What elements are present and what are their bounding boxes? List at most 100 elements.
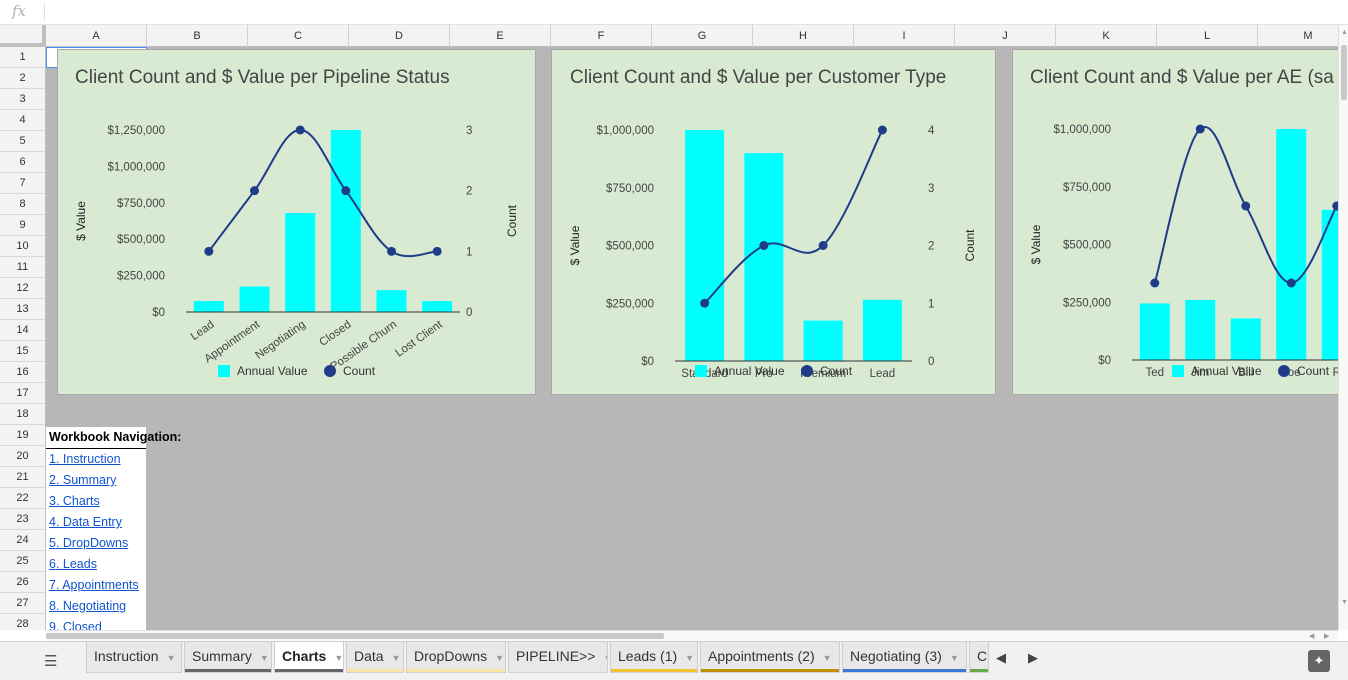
chart-ae[interactable]: Client Count and $ Value per AE (sa $0 $25… bbox=[1012, 49, 1338, 395]
column-header-j[interactable]: J bbox=[955, 25, 1056, 47]
bar-annual-value[interactable] bbox=[422, 301, 453, 312]
row-header-3[interactable]: 3 bbox=[0, 89, 45, 110]
nav-link[interactable]: 5. DropDowns bbox=[49, 536, 129, 550]
column-header-c[interactable]: C bbox=[248, 25, 349, 47]
count-point[interactable] bbox=[204, 246, 214, 256]
count-point[interactable] bbox=[1332, 201, 1338, 211]
tab-menu-caret-icon[interactable]: ▼ bbox=[391, 653, 401, 663]
nav-link[interactable]: 3. Charts bbox=[49, 494, 100, 508]
row-header-18[interactable]: 18 bbox=[0, 404, 45, 425]
count-point[interactable] bbox=[759, 241, 769, 250]
select-all-corner[interactable] bbox=[0, 25, 46, 47]
row-header-23[interactable]: 23 bbox=[0, 509, 45, 530]
sheet-tab[interactable]: Data ▼ bbox=[346, 642, 404, 673]
bar-annual-value[interactable] bbox=[1230, 318, 1261, 360]
column-header-i[interactable]: I bbox=[854, 25, 955, 47]
count-point[interactable] bbox=[1286, 278, 1296, 288]
bar-annual-value[interactable] bbox=[803, 320, 843, 361]
chart-customer-type[interactable]: Client Count and $ Value per Customer Ty… bbox=[551, 49, 996, 395]
row-header-22[interactable]: 22 bbox=[0, 488, 45, 509]
tab-menu-caret-icon[interactable]: ▼ bbox=[949, 653, 959, 663]
bar-annual-value[interactable] bbox=[685, 130, 725, 361]
row-header-13[interactable]: 13 bbox=[0, 299, 45, 320]
row-header-4[interactable]: 4 bbox=[0, 110, 45, 131]
sheet-tab[interactable]: DropDowns ▼ bbox=[406, 642, 506, 673]
column-header-l[interactable]: L bbox=[1157, 25, 1258, 47]
row-header-21[interactable]: 21 bbox=[0, 467, 45, 488]
vertical-scrollbar[interactable]: ▲ ▼ bbox=[1338, 25, 1348, 630]
sheet-tab[interactable]: Charts ▼ bbox=[274, 642, 344, 673]
sheet-tab[interactable]: PIPELINE>> ▼ bbox=[508, 642, 608, 673]
column-header-b[interactable]: B bbox=[147, 25, 248, 47]
tab-menu-caret-icon[interactable]: ▼ bbox=[166, 653, 176, 663]
bar-annual-value[interactable] bbox=[330, 130, 361, 312]
count-point[interactable] bbox=[1150, 278, 1160, 288]
row-header-25[interactable]: 25 bbox=[0, 551, 45, 572]
row-header-5[interactable]: 5 bbox=[0, 131, 45, 152]
tab-menu-caret-icon[interactable]: ▼ bbox=[334, 653, 344, 663]
count-point[interactable] bbox=[250, 186, 259, 196]
explore-icon[interactable]: ✦ bbox=[1308, 650, 1330, 672]
count-point[interactable] bbox=[341, 186, 351, 196]
tab-menu-caret-icon[interactable]: ▼ bbox=[603, 653, 607, 663]
tab-menu-caret-icon[interactable]: ▼ bbox=[259, 653, 269, 663]
column-header-k[interactable]: K bbox=[1056, 25, 1157, 47]
tab-scroll-left-icon[interactable]: ◀ bbox=[996, 650, 1006, 665]
row-header-15[interactable]: 15 bbox=[0, 341, 45, 362]
row-header-9[interactable]: 9 bbox=[0, 215, 45, 236]
bar-annual-value[interactable] bbox=[193, 301, 224, 312]
row-header-10[interactable]: 10 bbox=[0, 236, 45, 257]
bar-annual-value[interactable] bbox=[862, 299, 902, 361]
tab-scroll-right-icon[interactable]: ▶ bbox=[1028, 650, 1038, 665]
column-header-h[interactable]: H bbox=[753, 25, 854, 47]
bar-annual-value[interactable] bbox=[744, 153, 784, 361]
row-header-20[interactable]: 20 bbox=[0, 446, 45, 467]
row-header-19[interactable]: 19 bbox=[0, 425, 45, 446]
row-header-8[interactable]: 8 bbox=[0, 194, 45, 215]
column-header-d[interactable]: D bbox=[349, 25, 450, 47]
column-header-g[interactable]: G bbox=[652, 25, 753, 47]
bar-annual-value[interactable] bbox=[1321, 209, 1338, 360]
row-header-17[interactable]: 17 bbox=[0, 383, 45, 404]
sheet-tab[interactable]: Appointments (2) ▼ bbox=[700, 642, 840, 673]
tab-menu-caret-icon[interactable]: ▼ bbox=[822, 653, 832, 663]
column-header-a[interactable]: A bbox=[46, 25, 147, 47]
bar-annual-value[interactable] bbox=[376, 290, 407, 312]
tab-menu-caret-icon[interactable]: ▼ bbox=[495, 653, 505, 663]
row-header-16[interactable]: 16 bbox=[0, 362, 45, 383]
sheet-tab[interactable]: Leads (1) ▼ bbox=[610, 642, 698, 673]
count-point[interactable] bbox=[700, 298, 710, 308]
row-header-7[interactable]: 7 bbox=[0, 173, 45, 194]
column-header-e[interactable]: E bbox=[450, 25, 551, 47]
column-header-f[interactable]: F bbox=[551, 25, 652, 47]
nav-link[interactable]: 8. Negotiating bbox=[49, 599, 127, 613]
nav-link[interactable]: 6. Leads bbox=[49, 557, 97, 571]
count-point[interactable] bbox=[432, 246, 442, 256]
count-point[interactable] bbox=[877, 125, 887, 135]
bar-annual-value[interactable] bbox=[285, 212, 316, 312]
sheet-tab[interactable]: Negotiating (3) ▼ bbox=[842, 642, 967, 673]
row-header-27[interactable]: 27 bbox=[0, 593, 45, 614]
bar-annual-value[interactable] bbox=[1185, 299, 1216, 360]
bar-annual-value[interactable] bbox=[1276, 129, 1307, 360]
chart-pipeline-status[interactable]: Client Count and $ Value per Pipeline St… bbox=[57, 49, 536, 395]
nav-link[interactable]: 9. Closed bbox=[49, 620, 102, 630]
sheet-tab[interactable]: C bbox=[969, 642, 989, 673]
nav-link[interactable]: 1. Instruction bbox=[49, 452, 121, 466]
nav-link[interactable]: 2. Summary bbox=[49, 473, 117, 487]
count-point[interactable] bbox=[387, 246, 396, 256]
count-point[interactable] bbox=[1241, 201, 1251, 211]
count-point[interactable] bbox=[818, 241, 828, 250]
row-header-14[interactable]: 14 bbox=[0, 320, 45, 341]
column-header-m[interactable]: M bbox=[1258, 25, 1338, 47]
tab-menu-caret-icon[interactable]: ▼ bbox=[685, 653, 695, 663]
sheet-tab[interactable]: Summary ▼ bbox=[184, 642, 272, 673]
row-header-6[interactable]: 6 bbox=[0, 152, 45, 173]
bar-annual-value[interactable] bbox=[1139, 303, 1170, 360]
row-header-28[interactable]: 28 bbox=[0, 614, 45, 630]
nav-link[interactable]: 7. Appointments bbox=[49, 578, 139, 592]
row-header-24[interactable]: 24 bbox=[0, 530, 45, 551]
count-point[interactable] bbox=[1195, 124, 1205, 134]
row-header-11[interactable]: 11 bbox=[0, 257, 45, 278]
sheet-tab[interactable]: Instruction ▼ bbox=[86, 642, 182, 673]
